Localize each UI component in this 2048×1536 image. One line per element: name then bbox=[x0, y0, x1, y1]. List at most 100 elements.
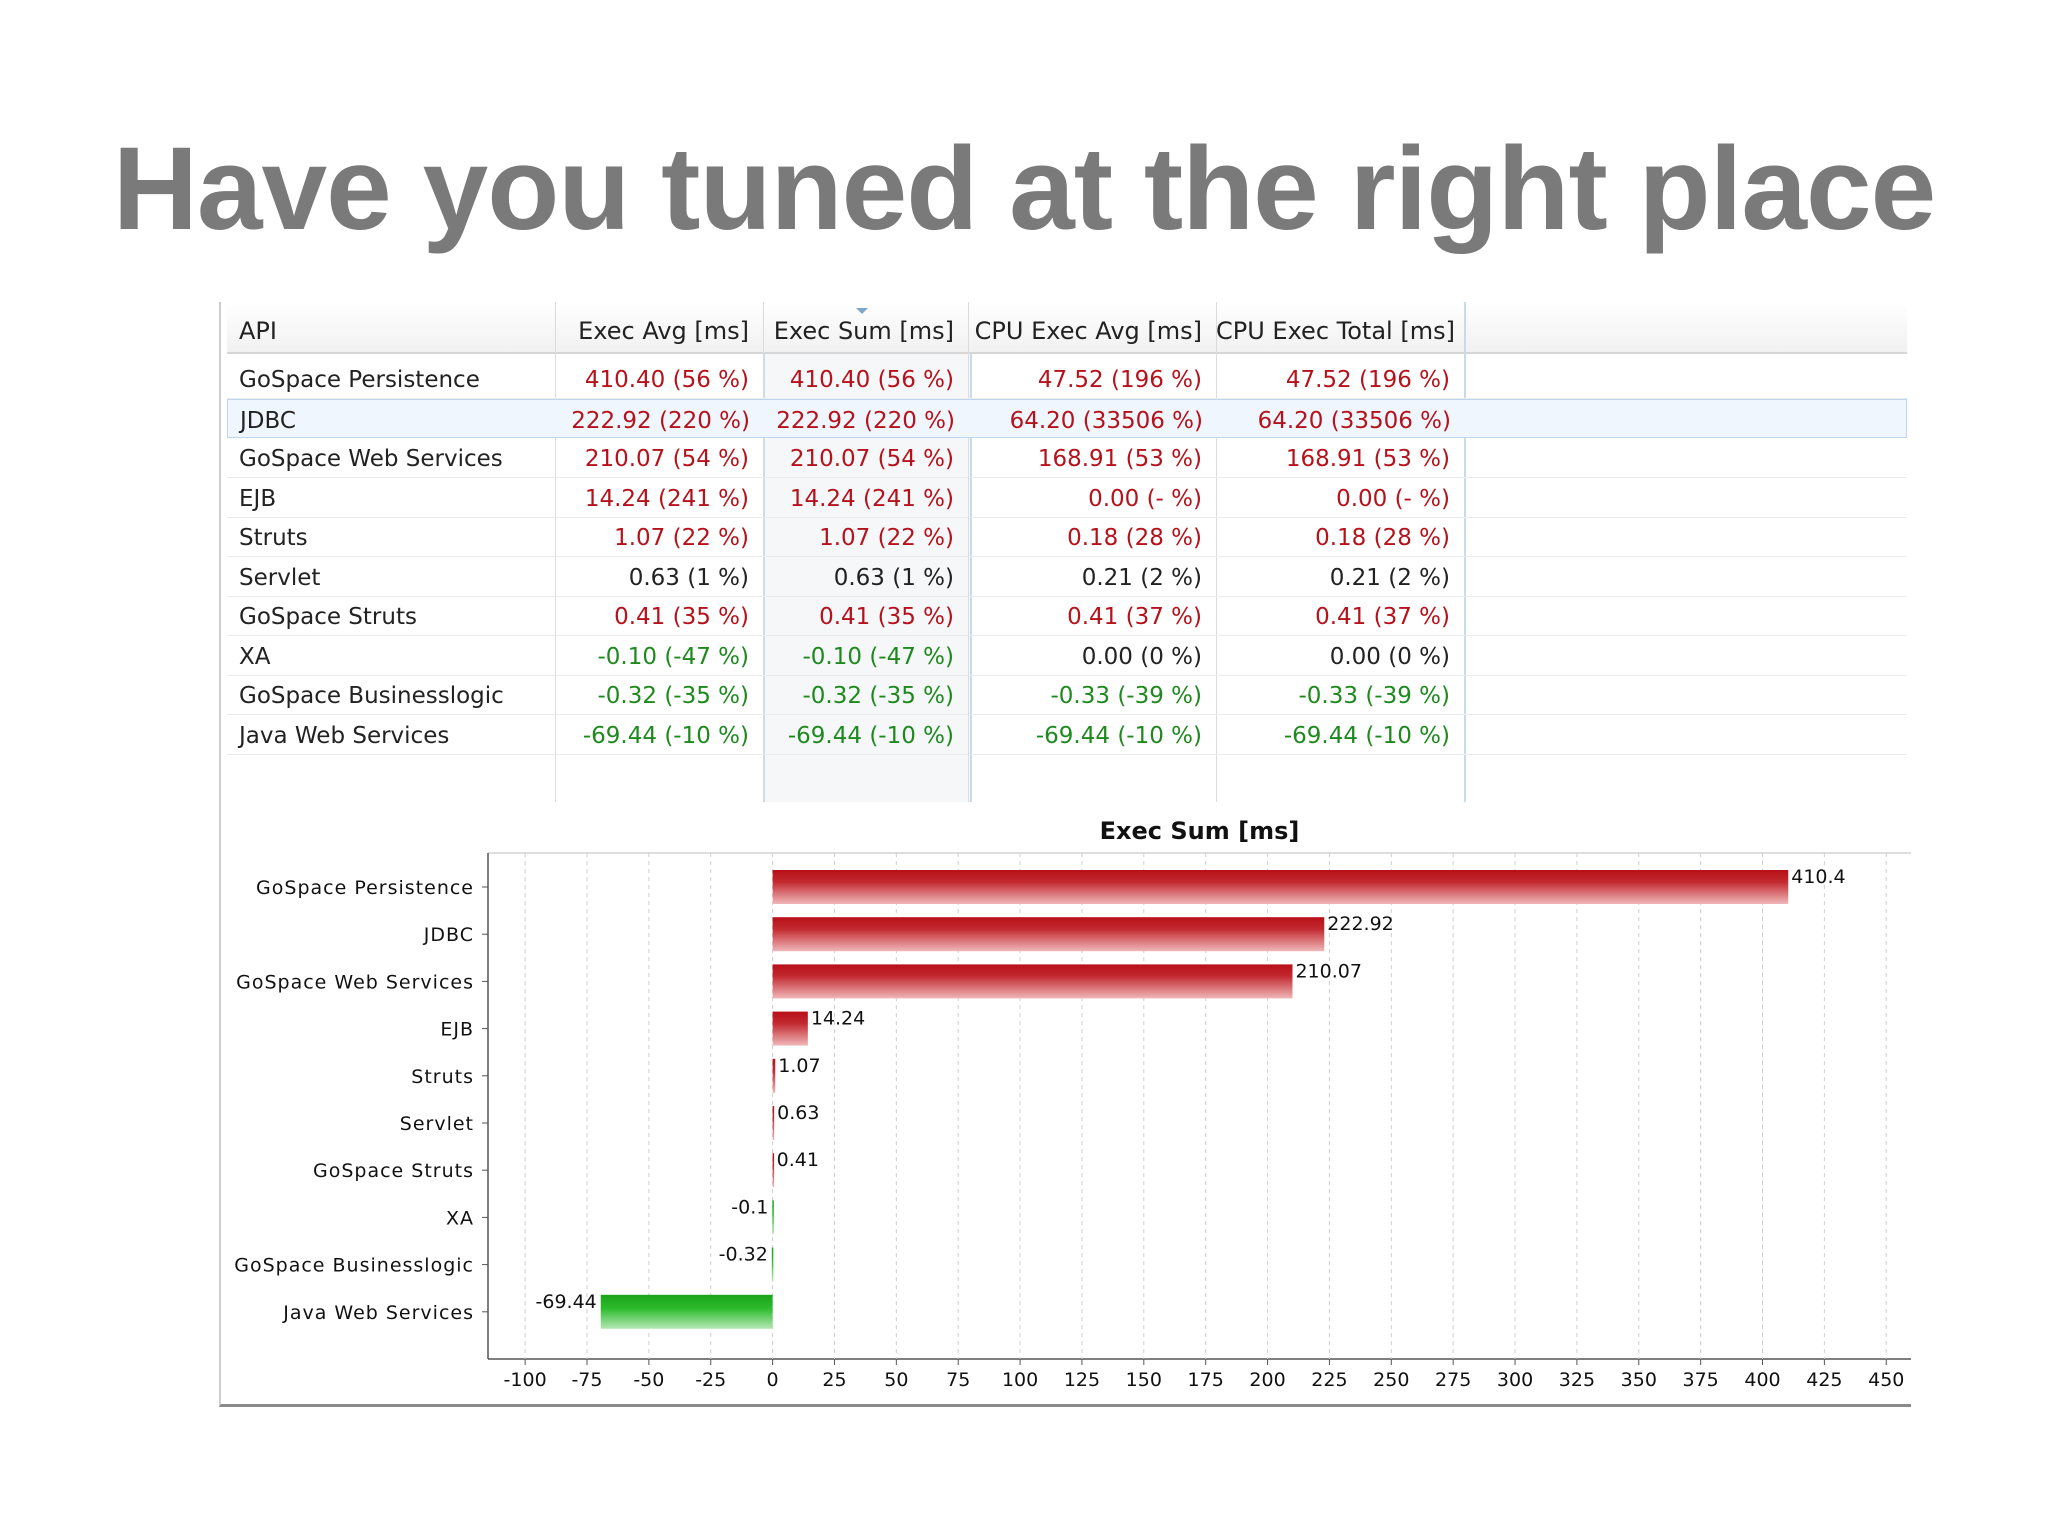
header-exec-sum[interactable]: Exec Sum [ms] bbox=[773, 317, 954, 345]
category-label: Servlet bbox=[400, 1113, 474, 1135]
bar-value-label: 0.63 bbox=[777, 1102, 819, 1124]
sort-desc-icon bbox=[856, 308, 868, 314]
cell-api: GoSpace Businesslogic bbox=[239, 683, 504, 709]
cell-cpu-exec-total: -69.44 (-10 %) bbox=[1283, 722, 1450, 749]
category-label: Struts bbox=[411, 1066, 474, 1088]
cell-api: GoSpace Persistence bbox=[239, 367, 480, 393]
x-tick-label: 225 bbox=[1311, 1369, 1347, 1391]
cell-cpu-exec-avg: -69.44 (-10 %) bbox=[1035, 722, 1202, 749]
bar bbox=[772, 870, 1789, 904]
slide-title: Have you tuned at the right place bbox=[112, 123, 1937, 255]
cell-cpu-exec-avg: 0.00 (0 %) bbox=[1081, 643, 1202, 670]
bar bbox=[772, 1011, 808, 1046]
cell-cpu-exec-total: 0.00 (0 %) bbox=[1329, 643, 1450, 670]
table-row[interactable]: GoSpace Struts 0.41 (35 %) 0.41 (35 %) 0.41… bbox=[227, 596, 1907, 636]
bar bbox=[771, 1247, 774, 1282]
header-api[interactable]: API bbox=[239, 317, 277, 345]
table-row[interactable]: XA -0.10 (-47 %) -0.10 (-47 %) 0.00 (0 %) 0.… bbox=[227, 636, 1907, 676]
bar-value-label: 222.92 bbox=[1327, 913, 1393, 935]
table-row[interactable]: Servlet 0.63 (1 %) 0.63 (1 %) 0.21 (2 %) 0.2… bbox=[227, 557, 1907, 597]
cell-cpu-exec-avg: 47.52 (196 %) bbox=[1037, 367, 1202, 393]
bar-value-label: 210.07 bbox=[1295, 960, 1361, 982]
bar bbox=[772, 1058, 776, 1093]
category-label: Java Web Services bbox=[282, 1302, 474, 1324]
cell-exec-avg: 222.92 (220 %) bbox=[571, 407, 750, 434]
bar-value-label: 1.07 bbox=[778, 1055, 820, 1077]
cell-cpu-exec-avg: 0.18 (28 %) bbox=[1067, 525, 1202, 551]
bar-value-label: -0.1 bbox=[731, 1196, 768, 1218]
x-tick-label: -75 bbox=[571, 1369, 602, 1391]
table-header bbox=[227, 302, 1907, 354]
cell-cpu-exec-total: -0.33 (-39 %) bbox=[1298, 683, 1451, 709]
header-cpu-exec-avg[interactable]: CPU Exec Avg [ms] bbox=[974, 317, 1202, 345]
cell-exec-sum: 14.24 (241 %) bbox=[789, 485, 954, 512]
chart-title: Exec Sum [ms] bbox=[1100, 817, 1300, 845]
bar bbox=[772, 917, 1325, 952]
header-cpu-exec-total[interactable]: CPU Exec Total [ms] bbox=[1216, 317, 1455, 345]
cell-api: GoSpace Struts bbox=[239, 604, 417, 630]
bar-value-label: 410.4 bbox=[1791, 866, 1845, 888]
chart-svg: Exec Sum [ms] -100 -75 -50 -25 0 25 50 75 100 125 1… bbox=[234, 817, 1911, 1391]
table-row[interactable]: GoSpace Persistence 410.40 (56 %) 410.40 (… bbox=[227, 359, 1907, 399]
x-tick-label: 375 bbox=[1683, 1369, 1719, 1391]
table-row[interactable]: Java Web Services -69.44 (-10 %) -69.44 (-… bbox=[227, 715, 1907, 755]
category-label: GoSpace Web Services bbox=[236, 971, 474, 993]
cell-cpu-exec-avg: 64.20 (33506 %) bbox=[1009, 407, 1203, 434]
cell-exec-avg: 410.40 (56 %) bbox=[584, 367, 749, 393]
bar bbox=[772, 1106, 775, 1140]
x-tick-label: 100 bbox=[1002, 1369, 1038, 1391]
header-exec-avg[interactable]: Exec Avg [ms] bbox=[578, 317, 749, 345]
cell-cpu-exec-avg: 168.91 (53 %) bbox=[1037, 446, 1202, 472]
x-tick-label: 425 bbox=[1806, 1369, 1842, 1391]
cell-exec-sum: -0.10 (-47 %) bbox=[802, 643, 955, 670]
column-divider bbox=[763, 302, 764, 802]
category-label: GoSpace Businesslogic bbox=[234, 1255, 474, 1277]
x-tick-label: 0 bbox=[767, 1369, 779, 1391]
x-tick-label: -100 bbox=[504, 1369, 547, 1391]
cell-exec-avg: -0.32 (-35 %) bbox=[597, 683, 750, 709]
bar-value-label: -69.44 bbox=[536, 1291, 597, 1313]
column-divider bbox=[555, 302, 556, 802]
results-panel: API Exec Avg [ms] Exec Sum [ms] CPU Exec Av… bbox=[219, 302, 1911, 1407]
x-tick-label: 125 bbox=[1064, 1369, 1100, 1391]
bar-value-label: 0.41 bbox=[777, 1149, 819, 1171]
cell-cpu-exec-avg: 0.21 (2 %) bbox=[1081, 564, 1202, 591]
cell-exec-avg: 0.41 (35 %) bbox=[614, 604, 749, 630]
cell-exec-sum: -69.44 (-10 %) bbox=[787, 722, 954, 749]
x-tick-label: -50 bbox=[633, 1369, 664, 1391]
table-row[interactable]: Struts 1.07 (22 %) 1.07 (22 %) 0.18 (28 %) 0… bbox=[227, 517, 1907, 557]
bar bbox=[772, 1153, 775, 1188]
cell-api: Java Web Services bbox=[239, 722, 450, 749]
cell-exec-sum: 410.40 (56 %) bbox=[789, 367, 954, 393]
table-row[interactable]: GoSpace Businesslogic -0.32 (-35 %) -0.32 … bbox=[227, 675, 1907, 715]
table-row[interactable]: GoSpace Web Services 210.07 (54 %) 210.07 … bbox=[227, 438, 1907, 478]
cell-exec-avg: 14.24 (241 %) bbox=[584, 485, 749, 512]
cell-cpu-exec-total: 47.52 (196 %) bbox=[1285, 367, 1450, 393]
table-row[interactable]: EJB 14.24 (241 %) 14.24 (241 %) 0.00 (- %) 0… bbox=[227, 478, 1907, 518]
bar-value-label: 14.24 bbox=[811, 1008, 865, 1030]
cell-cpu-exec-total: 0.21 (2 %) bbox=[1329, 564, 1450, 591]
x-tick-label: 300 bbox=[1497, 1369, 1533, 1391]
x-tick-label: 275 bbox=[1435, 1369, 1471, 1391]
cell-cpu-exec-total: 168.91 (53 %) bbox=[1285, 446, 1450, 472]
cell-exec-sum: 0.41 (35 %) bbox=[819, 604, 954, 630]
cell-cpu-exec-total: 0.18 (28 %) bbox=[1315, 525, 1450, 551]
cell-api: XA bbox=[239, 643, 271, 670]
table-row[interactable]: JDBC 222.92 (220 %) 222.92 (220 %) 64.20 (3… bbox=[227, 398, 1907, 438]
cell-exec-sum: 1.07 (22 %) bbox=[819, 525, 954, 551]
x-tick-label: 25 bbox=[822, 1369, 846, 1391]
x-tick-label: 175 bbox=[1188, 1369, 1224, 1391]
x-tick-label: 250 bbox=[1373, 1369, 1409, 1391]
cell-api: GoSpace Web Services bbox=[239, 446, 503, 472]
category-label: GoSpace Persistence bbox=[256, 877, 474, 899]
cell-cpu-exec-total: 0.00 (- %) bbox=[1336, 485, 1450, 512]
cell-api: JDBC bbox=[240, 407, 296, 434]
cell-cpu-exec-avg: 0.41 (37 %) bbox=[1067, 604, 1202, 630]
x-tick-label: 450 bbox=[1868, 1369, 1904, 1391]
cell-exec-avg: 1.07 (22 %) bbox=[614, 525, 749, 551]
cell-cpu-exec-avg: 0.00 (- %) bbox=[1088, 485, 1202, 512]
category-label: XA bbox=[446, 1207, 474, 1229]
cell-exec-avg: -0.10 (-47 %) bbox=[597, 643, 750, 670]
cell-cpu-exec-total: 64.20 (33506 %) bbox=[1257, 407, 1451, 434]
category-label: JDBC bbox=[423, 924, 474, 946]
